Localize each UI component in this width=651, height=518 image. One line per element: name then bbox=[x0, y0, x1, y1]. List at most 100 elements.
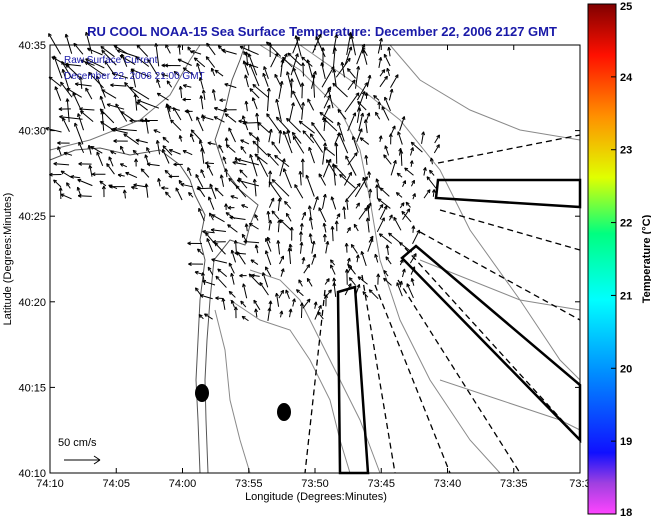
current-vector bbox=[195, 173, 204, 188]
y-tick-label: 40:25 bbox=[18, 211, 46, 223]
x-tick-label: 73:55 bbox=[235, 478, 263, 490]
current-vector bbox=[337, 121, 345, 142]
current-vector bbox=[48, 33, 62, 55]
current-vector bbox=[119, 163, 128, 168]
current-vector bbox=[168, 174, 180, 179]
current-vector bbox=[252, 83, 269, 99]
y-tick-label: 40:20 bbox=[18, 297, 46, 309]
current-vector bbox=[59, 114, 83, 120]
current-vector bbox=[210, 67, 216, 77]
current-vector bbox=[230, 249, 237, 263]
current-vector bbox=[290, 53, 299, 76]
current-vector bbox=[347, 79, 356, 91]
current-vector bbox=[279, 158, 286, 177]
current-vector bbox=[134, 158, 139, 167]
current-vector bbox=[363, 119, 368, 134]
current-vector bbox=[224, 82, 237, 89]
scale-vector-label: 50 cm/s bbox=[58, 437, 97, 449]
current-vector bbox=[244, 74, 249, 88]
current-vector bbox=[178, 134, 183, 142]
current-vector bbox=[342, 206, 347, 220]
current-vector bbox=[87, 47, 103, 56]
current-vector bbox=[172, 107, 182, 121]
x-tick-label: 74:00 bbox=[169, 478, 197, 490]
current-vector bbox=[202, 229, 215, 234]
current-vector bbox=[177, 58, 192, 66]
buoy-marker bbox=[195, 384, 209, 402]
y-tick-label: 40:35 bbox=[18, 40, 46, 52]
y-tick-label: 40:15 bbox=[18, 382, 46, 394]
current-vector bbox=[190, 129, 202, 142]
current-vector bbox=[355, 202, 360, 209]
current-vector bbox=[429, 169, 435, 176]
current-vector bbox=[90, 145, 103, 154]
current-vector bbox=[211, 214, 225, 223]
current-vector bbox=[434, 134, 441, 144]
current-vector bbox=[286, 71, 293, 89]
current-vector bbox=[224, 137, 229, 145]
current-vector bbox=[229, 215, 246, 220]
current-vector bbox=[334, 142, 339, 164]
y-axis-label: Latitude (Degrees:Minutes) bbox=[2, 193, 14, 326]
current-vector bbox=[252, 178, 257, 197]
current-vector bbox=[95, 75, 106, 98]
current-vector bbox=[357, 100, 367, 111]
current-vector bbox=[210, 228, 226, 233]
current-vector bbox=[53, 179, 62, 188]
current-vector bbox=[202, 279, 216, 286]
contour-line bbox=[214, 309, 251, 474]
current-vector bbox=[252, 140, 268, 156]
current-vector bbox=[155, 140, 161, 155]
current-vector bbox=[279, 219, 292, 231]
current-vector bbox=[140, 168, 150, 178]
current-vector bbox=[278, 80, 284, 100]
contour-line bbox=[259, 44, 501, 474]
current-vector bbox=[225, 144, 236, 153]
current-vector bbox=[248, 222, 259, 230]
current-vector bbox=[268, 181, 283, 200]
current-vector bbox=[223, 107, 237, 112]
current-vector bbox=[249, 88, 260, 99]
colorbar-tick-label: 24 bbox=[620, 72, 633, 84]
current-vector bbox=[299, 241, 304, 254]
current-vector bbox=[262, 72, 269, 87]
current-vector bbox=[331, 163, 336, 186]
current-vector bbox=[378, 204, 384, 211]
current-vector bbox=[379, 69, 386, 77]
current-vector bbox=[308, 216, 314, 230]
current-vector bbox=[208, 196, 215, 210]
current-vector bbox=[200, 169, 206, 178]
current-vector bbox=[377, 101, 382, 110]
current-vector bbox=[278, 289, 285, 299]
current-vector bbox=[187, 167, 192, 177]
current-vector bbox=[346, 32, 353, 56]
current-vector bbox=[61, 68, 70, 90]
current-vector bbox=[54, 86, 62, 101]
current-vector bbox=[109, 184, 125, 189]
current-vector bbox=[300, 82, 305, 99]
current-vector bbox=[421, 131, 426, 144]
current-vector bbox=[395, 192, 403, 198]
current-vector bbox=[377, 37, 383, 54]
current-vector bbox=[200, 147, 205, 164]
current-vector bbox=[164, 169, 171, 176]
current-vector bbox=[322, 233, 327, 242]
current-vector bbox=[57, 141, 70, 146]
current-vector bbox=[401, 210, 412, 223]
current-vector bbox=[129, 86, 150, 100]
current-vector bbox=[227, 224, 238, 233]
current-vector bbox=[282, 168, 292, 189]
current-vector bbox=[306, 59, 313, 78]
current-vector bbox=[268, 219, 273, 231]
current-vector bbox=[120, 145, 125, 154]
lane-boundary bbox=[361, 274, 396, 474]
current-vector bbox=[264, 250, 272, 266]
current-vector bbox=[344, 92, 360, 113]
current-vector bbox=[278, 130, 283, 144]
current-vector bbox=[302, 298, 311, 309]
current-vector bbox=[196, 62, 202, 76]
current-vector bbox=[276, 240, 281, 255]
current-vector bbox=[360, 251, 367, 267]
current-vector bbox=[426, 176, 437, 189]
